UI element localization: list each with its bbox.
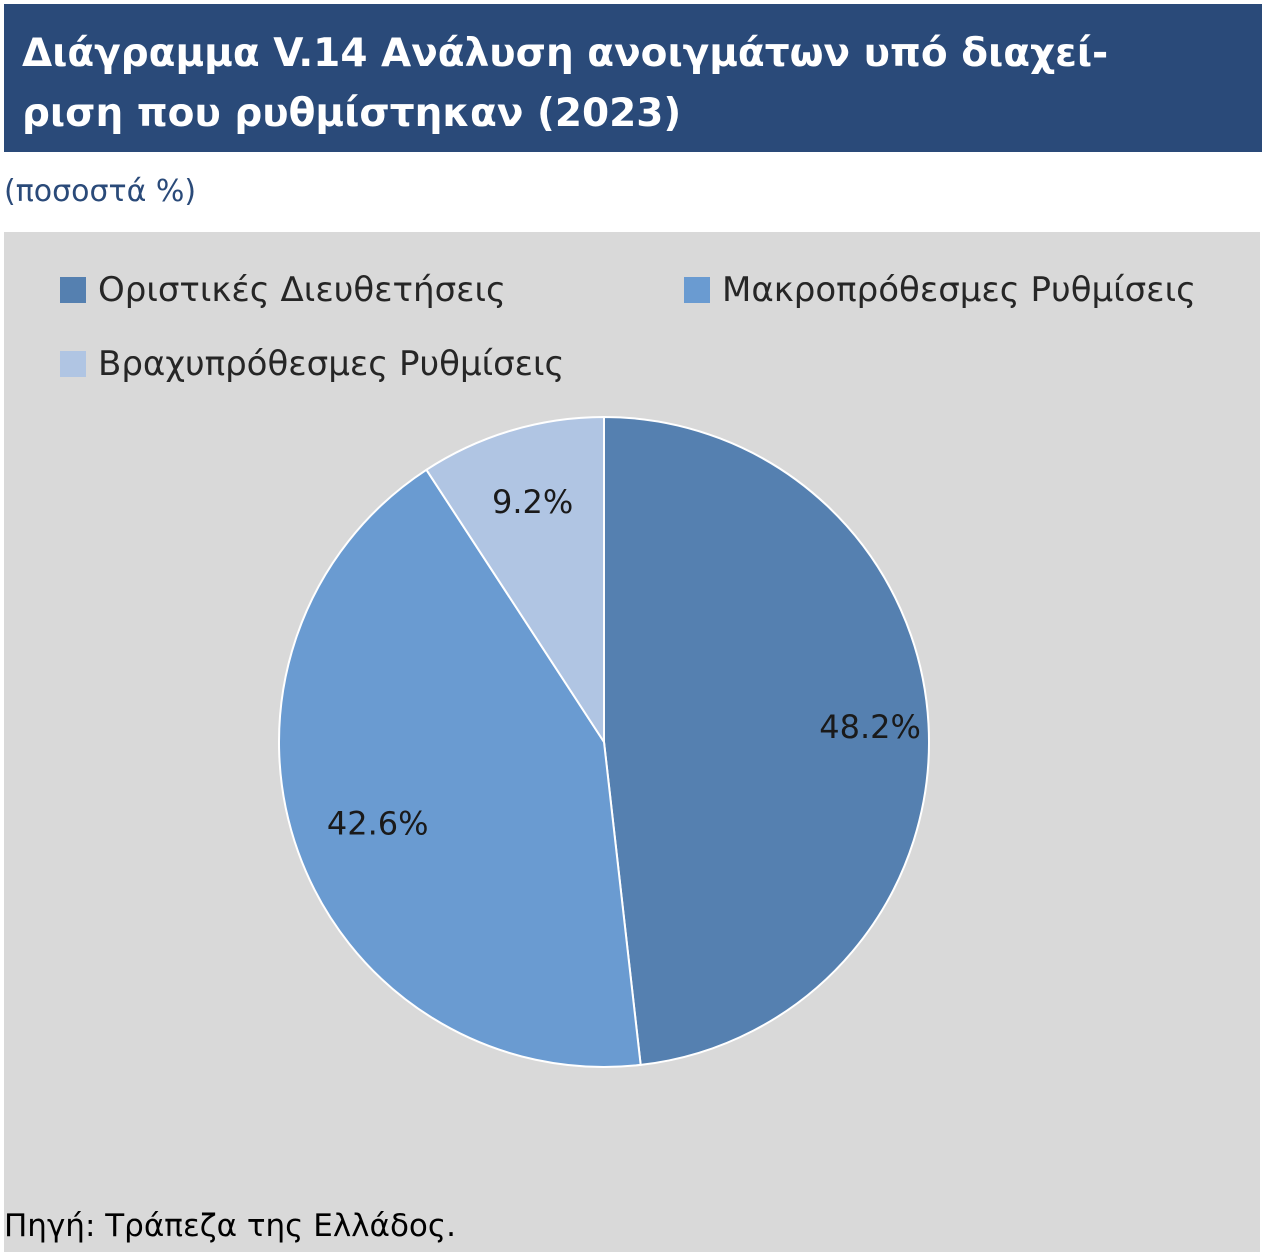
data-label-oristikes: 48.2% — [819, 708, 921, 746]
pie-chart: 48.2% 42.6% 9.2% — [278, 415, 930, 1068]
source-note: Πηγή: Τράπεζα της Ελλάδος. — [4, 1208, 456, 1244]
legend-item-makroprothesmes: Μακροπρόθεσμες Ρυθμίσεις — [684, 270, 1196, 310]
data-label-makroprothesmes: 42.6% — [327, 804, 429, 842]
title-bar: Διάγραμμα V.14 Ανάλυση ανοιγμάτων υπό δι… — [4, 4, 1262, 152]
legend-swatch — [684, 277, 710, 303]
data-label-vraxyprothesmes: 9.2% — [492, 483, 573, 521]
plot-area: Οριστικές Διευθετήσεις Μακροπρόθεσμες Ρυ… — [4, 232, 1260, 1252]
legend-item-oristikes: Οριστικές Διευθετήσεις — [60, 270, 506, 310]
legend-label: Βραχυπρόθεσμες Ρυθμίσεις — [98, 344, 565, 384]
legend-label: Μακροπρόθεσμες Ρυθμίσεις — [722, 270, 1197, 310]
slice-makroprothesmes — [278, 468, 642, 1068]
slice-oristikes — [603, 415, 930, 1067]
slice-vraxyprothesmes — [425, 415, 605, 746]
legend-item-vraxyprothesmes: Βραχυπρόθεσμες Ρυθμίσεις — [60, 344, 565, 384]
legend-label: Οριστικές Διευθετήσεις — [98, 270, 506, 310]
legend-swatch — [60, 351, 86, 377]
legend-swatch — [60, 277, 86, 303]
page-title: Διάγραμμα V.14 Ανάλυση ανοιγμάτων υπό δι… — [22, 31, 1109, 136]
chart-subtitle: (ποσοστά %) — [4, 174, 197, 209]
